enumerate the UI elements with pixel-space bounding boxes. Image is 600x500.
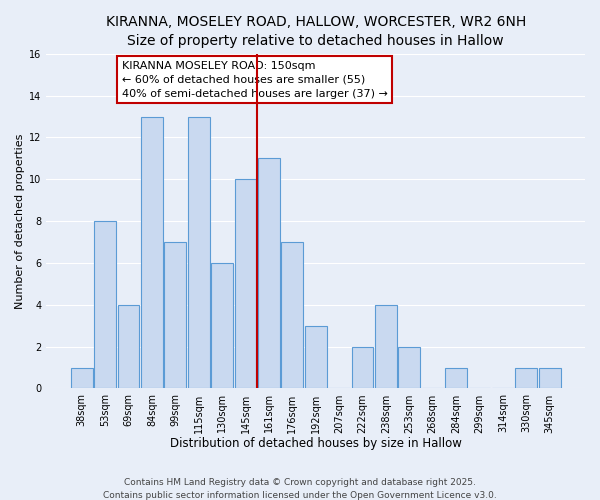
Bar <box>258 158 280 388</box>
Bar <box>118 305 139 388</box>
Y-axis label: Number of detached properties: Number of detached properties <box>15 134 25 309</box>
Bar <box>281 242 303 388</box>
Bar <box>164 242 186 388</box>
Bar <box>211 263 233 388</box>
Bar <box>375 305 397 388</box>
Title: KIRANNA, MOSELEY ROAD, HALLOW, WORCESTER, WR2 6NH
Size of property relative to d: KIRANNA, MOSELEY ROAD, HALLOW, WORCESTER… <box>106 15 526 48</box>
Bar <box>539 368 560 388</box>
Bar <box>188 116 209 388</box>
Bar <box>515 368 537 388</box>
Bar <box>352 346 373 389</box>
Bar <box>398 346 420 389</box>
Bar <box>71 368 92 388</box>
Bar <box>94 221 116 388</box>
Bar <box>235 180 256 388</box>
Bar <box>141 116 163 388</box>
Text: Contains HM Land Registry data © Crown copyright and database right 2025.
Contai: Contains HM Land Registry data © Crown c… <box>103 478 497 500</box>
Text: KIRANNA MOSELEY ROAD: 150sqm
← 60% of detached houses are smaller (55)
40% of se: KIRANNA MOSELEY ROAD: 150sqm ← 60% of de… <box>122 60 388 98</box>
X-axis label: Distribution of detached houses by size in Hallow: Distribution of detached houses by size … <box>170 437 461 450</box>
Bar <box>445 368 467 388</box>
Bar <box>305 326 326 388</box>
